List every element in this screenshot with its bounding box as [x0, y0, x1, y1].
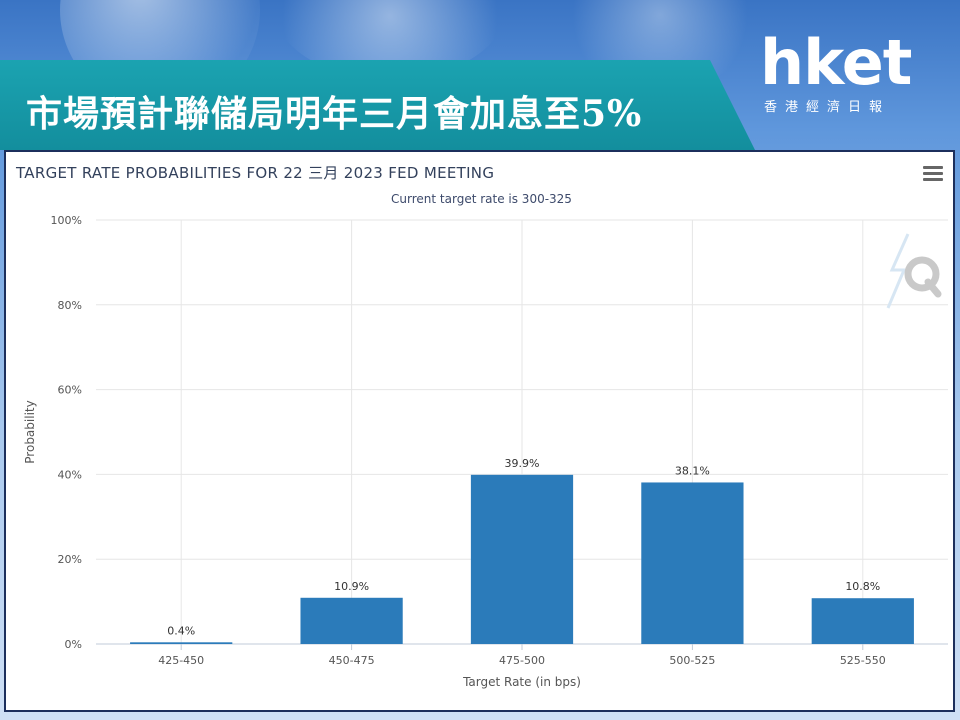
data-label: 38.1% [675, 464, 710, 477]
bar [470, 474, 574, 644]
chart-title: TARGET RATE PROBABILITIES FOR 22 三月 2023… [16, 164, 495, 182]
chart-panel: 0% 20% 40% 60% 80% 100% 0.4% 425-450 10.9% 450-47… [4, 150, 955, 712]
labels-layer: 0% 20% 40% 60% 80% 100% 0.4% 425-450 10.9% 450-47… [23, 214, 886, 689]
x-tick-label: 500-525 [669, 654, 715, 667]
y-tick-label: 40% [58, 468, 82, 481]
bar [641, 482, 744, 644]
data-label: 0.4% [167, 624, 195, 637]
x-tick-label: 425-450 [158, 654, 204, 667]
title-banner [0, 60, 755, 150]
chart-subtitle: Current target rate is 300-325 [391, 192, 572, 206]
page-title: 市場預計聯儲局明年三月會加息至5% [26, 93, 643, 135]
x-tick-label: 525-550 [840, 654, 886, 667]
logo-subtitle: 香港經濟日報 [764, 100, 891, 115]
hamburger-menu-icon[interactable] [923, 166, 943, 182]
data-label: 10.9% [334, 580, 369, 593]
bar [811, 598, 914, 644]
x-tick-label: 450-475 [329, 654, 375, 667]
bar [300, 597, 403, 644]
x-tick-label: 475-500 [499, 654, 545, 667]
x-axis-title: Target Rate (in bps) [462, 675, 581, 689]
bar-chart: 0% 20% 40% 60% 80% 100% 0.4% 425-450 10.9% 450-47… [23, 214, 948, 689]
hket-logo: hket 香港經濟日報 [760, 30, 920, 120]
y-tick-label: 80% [58, 299, 82, 312]
y-tick-label: 20% [58, 553, 82, 566]
y-axis-title: Probability [23, 400, 37, 463]
data-label: 10.8% [845, 580, 880, 593]
logo-wordmark: hket [760, 26, 912, 99]
y-tick-label: 60% [58, 384, 82, 397]
bars-layer [130, 474, 914, 644]
y-tick-label: 100% [51, 214, 82, 227]
q-watermark-icon [878, 232, 948, 312]
data-label: 39.9% [505, 457, 540, 470]
bar [130, 642, 233, 644]
y-tick-label: 0% [65, 638, 82, 651]
